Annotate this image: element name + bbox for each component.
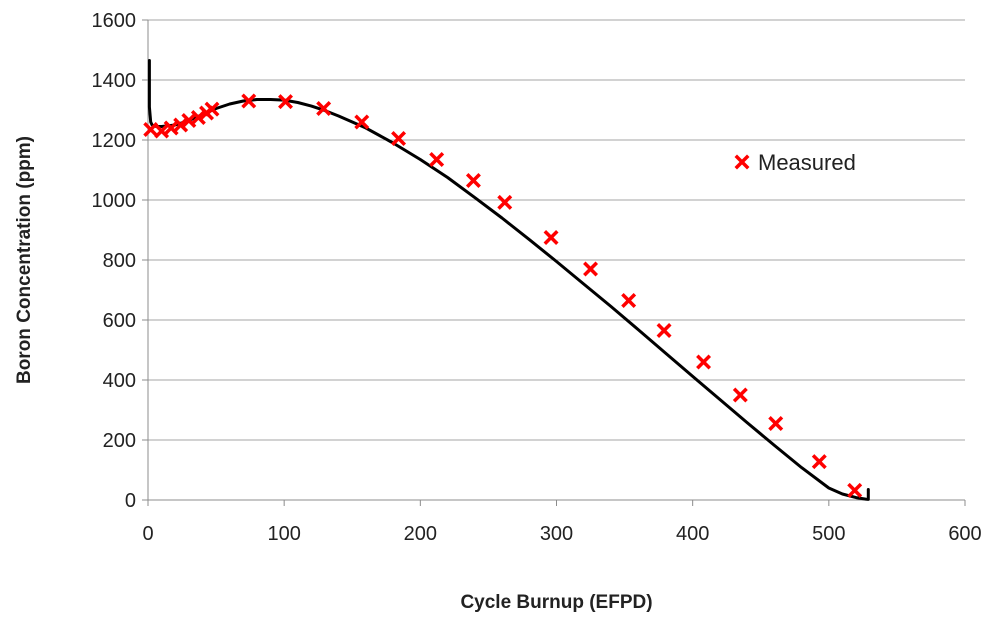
measured-point xyxy=(278,94,294,110)
measured-point xyxy=(173,117,189,133)
tick-labels: 0 200 400 600 800 1000 1200 1400 1600 0 100 200 300 4… xyxy=(92,10,982,545)
measured-point xyxy=(768,416,784,431)
measured-point xyxy=(143,122,159,137)
x-tick-label: 400 xyxy=(676,523,709,545)
y-tick-label: 800 xyxy=(103,250,136,272)
x-tick-label: 200 xyxy=(404,523,437,545)
axes xyxy=(142,19,966,506)
legend-label-measured: Measured xyxy=(758,150,856,175)
x-tick-label: 0 xyxy=(142,523,153,545)
measured-point xyxy=(354,114,370,130)
gridlines xyxy=(148,19,965,441)
measured-point xyxy=(811,454,827,470)
data-series xyxy=(143,59,870,501)
y-tick-label: 0 xyxy=(125,490,136,512)
x-tick-label: 600 xyxy=(948,523,981,545)
legend: Measured xyxy=(734,150,856,175)
y-tick-label: 1000 xyxy=(92,190,137,212)
y-tick-label: 1200 xyxy=(92,130,137,152)
measured-point xyxy=(847,482,863,498)
x-tick-label: 300 xyxy=(540,523,573,545)
measured-point xyxy=(583,261,599,277)
measured-point xyxy=(154,123,170,139)
measured-point xyxy=(732,387,748,403)
x-tick-label: 100 xyxy=(267,523,300,545)
measured-point xyxy=(696,354,712,370)
measured-point xyxy=(429,152,445,167)
x-tick-label: 500 xyxy=(812,523,845,545)
measured-point xyxy=(204,101,220,117)
y-tick-label: 400 xyxy=(103,370,136,392)
measured-point xyxy=(241,93,257,109)
measured-point xyxy=(181,113,197,128)
measured-point xyxy=(497,194,513,210)
y-tick-label: 1600 xyxy=(92,10,137,32)
legend-marker-measured xyxy=(734,154,750,170)
calculated-boron-line xyxy=(147,59,870,501)
measured-point xyxy=(465,173,481,188)
y-axis-title: Boron Concentration (ppm) xyxy=(14,136,35,384)
measured-point xyxy=(543,230,559,245)
measured-point xyxy=(656,323,672,338)
measured-point xyxy=(163,120,179,136)
measured-point xyxy=(391,131,407,146)
y-tick-label: 1400 xyxy=(92,70,137,92)
measured-point xyxy=(621,293,637,308)
x-axis-title: Cycle Burnup (EFPD) xyxy=(460,592,652,613)
measured-point xyxy=(190,110,206,125)
measured-point xyxy=(316,101,332,116)
y-tick-label: 600 xyxy=(103,310,136,332)
y-tick-label: 200 xyxy=(103,430,136,452)
